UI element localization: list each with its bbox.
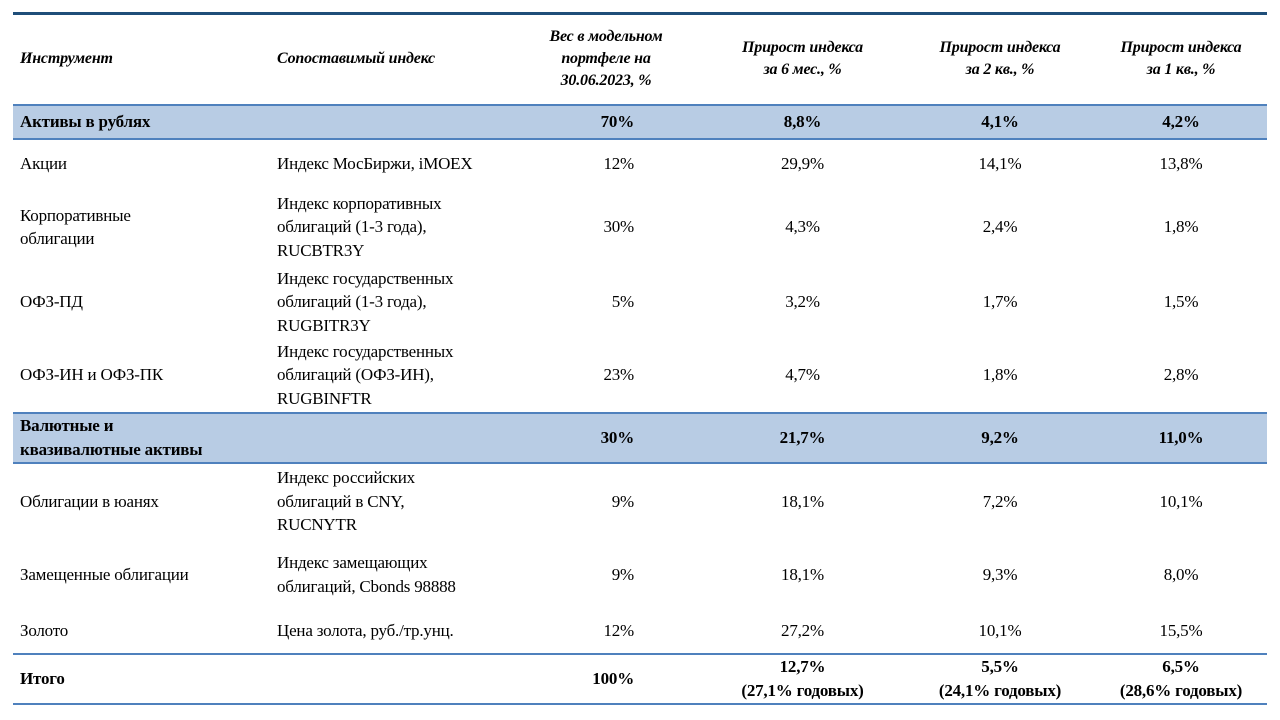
cell-growth-6m: 18,1% xyxy=(781,491,824,511)
cell-growth-6m: 21,7% xyxy=(779,427,826,447)
cell-growth-6m: 18,1% xyxy=(781,564,824,584)
cell-growth-1q: 10,1% xyxy=(1159,491,1203,511)
cell-growth-1q: 1,8% xyxy=(1163,217,1199,237)
cell-growth-1q: 15,5% xyxy=(1159,621,1203,641)
cell-growth-1q: 13,8% xyxy=(1159,154,1203,174)
cell-index: Индекс замещающих облигаций, Cbonds 9888… xyxy=(277,553,456,596)
row-ofz-pd: ОФЗ-ПД Индекс государственных облигаций … xyxy=(13,266,1267,339)
cell-growth-6m: 12,7% (27,1% годовых) xyxy=(741,657,864,700)
model-portfolio-table: Инструмент Сопоставимый индекс Вес в мод… xyxy=(13,12,1267,705)
cell-growth-2q: 1,8% xyxy=(982,365,1018,385)
cell-growth-1q: 8,0% xyxy=(1163,564,1199,584)
cell-index xyxy=(277,105,512,139)
cell-weight: 30% xyxy=(600,427,635,447)
cell-instrument: Корпоративные облигации xyxy=(20,205,131,248)
cell-growth-2q: 10,1% xyxy=(978,621,1022,641)
cell-growth-1q: 6,5% (28,6% годовых) xyxy=(1119,657,1243,700)
column-header-weight: Вес в модельном портфеле на 30.06.2023, … xyxy=(549,27,663,90)
cell-growth-2q: 5,5% (24,1% годовых) xyxy=(938,657,1062,700)
row-replacement-bonds: Замещенные облигации Индекс замещающих о… xyxy=(13,540,1267,610)
column-header-index: Сопоставимый индекс xyxy=(277,50,435,68)
cell-instrument: Замещенные облигации xyxy=(20,564,189,584)
cell-index xyxy=(277,654,512,704)
cell-growth-1q: 4,2% xyxy=(1162,111,1200,131)
cell-instrument: Золото xyxy=(20,621,69,641)
cell-index: Индекс государственных облигаций (ОФЗ-ИН… xyxy=(277,341,454,408)
cell-index: Индекс корпоративных облигаций (1-3 года… xyxy=(277,193,442,260)
section-row-fx-assets: Валютные и квазивалютные активы 30% 21,7… xyxy=(13,412,1267,463)
row-gold: Золото Цена золота, руб./тр.унц. 12% 27,… xyxy=(13,610,1267,654)
cell-index xyxy=(277,413,512,463)
cell-weight: 100% xyxy=(592,668,634,688)
cell-growth-6m: 27,2% xyxy=(781,621,824,641)
total-row: Итого 100% 12,7% (27,1% годовых) 5,5% (2… xyxy=(13,653,1267,704)
cell-index: Индекс МосБиржи, iMOEX xyxy=(277,154,473,174)
cell-weight: 30% xyxy=(603,217,634,237)
column-header-growth-6m: Прирост индекса за 6 мес., % xyxy=(742,38,863,79)
cell-weight: 9% xyxy=(611,564,634,584)
cell-index: Индекс российских облигаций в CNY, RUCNY… xyxy=(277,468,415,535)
cell-instrument: Активы в рублях xyxy=(20,111,151,131)
cell-growth-6m: 3,2% xyxy=(785,292,820,312)
row-ofz-in-pk: ОФЗ-ИН и ОФЗ-ПК Индекс государственных о… xyxy=(13,339,1267,413)
cell-instrument: Итого xyxy=(20,668,65,688)
cell-instrument: Акции xyxy=(20,154,67,174)
section-row-ruble-assets: Активы в рублях 70% 8,8% 4,1% 4,2% xyxy=(13,104,1267,139)
cell-growth-1q: 11,0% xyxy=(1158,427,1204,447)
cell-instrument: Облигации в юанях xyxy=(20,491,159,511)
cell-growth-6m: 29,9% xyxy=(781,154,824,174)
cell-index: Индекс государственных облигаций (1-3 го… xyxy=(277,268,454,335)
cell-instrument: ОФЗ-ИН и ОФЗ-ПК xyxy=(20,365,163,385)
cell-weight: 23% xyxy=(603,365,634,385)
cell-growth-2q: 1,7% xyxy=(982,292,1018,312)
cell-growth-1q: 1,5% xyxy=(1163,292,1199,312)
cell-weight: 9% xyxy=(611,491,634,511)
column-header-growth-1q: Прирост индекса за 1 кв., % xyxy=(1120,38,1242,79)
cell-weight: 12% xyxy=(603,154,634,174)
row-cny-bonds: Облигации в юанях Индекс российских обли… xyxy=(13,463,1267,540)
cell-growth-2q: 7,2% xyxy=(982,491,1018,511)
column-header-growth-2q: Прирост индекса за 2 кв., % xyxy=(939,38,1061,79)
cell-growth-1q: 2,8% xyxy=(1163,365,1199,385)
cell-growth-6m: 8,8% xyxy=(783,111,822,131)
cell-growth-6m: 4,3% xyxy=(785,217,820,237)
cell-growth-2q: 9,3% xyxy=(982,564,1018,584)
cell-growth-6m: 4,7% xyxy=(785,365,820,385)
cell-growth-2q: 14,1% xyxy=(978,154,1022,174)
cell-growth-2q: 4,1% xyxy=(981,111,1019,131)
header-row: Инструмент Сопоставимый индекс Вес в мод… xyxy=(13,14,1267,105)
column-header-instrument: Инструмент xyxy=(20,50,113,68)
cell-weight: 5% xyxy=(611,292,634,312)
cell-weight: 70% xyxy=(600,111,635,131)
row-corporate-bonds: Корпоративные облигации Индекс корпорати… xyxy=(13,189,1267,266)
cell-instrument: Валютные и квазивалютные активы xyxy=(20,416,203,459)
cell-growth-2q: 9,2% xyxy=(981,427,1019,447)
cell-growth-2q: 2,4% xyxy=(982,217,1018,237)
cell-index: Цена золота, руб./тр.унц. xyxy=(277,621,454,641)
cell-instrument: ОФЗ-ПД xyxy=(20,292,83,312)
cell-weight: 12% xyxy=(603,621,634,641)
row-stocks: Акции Индекс МосБиржи, iMOEX 12% 29,9% 1… xyxy=(13,139,1267,189)
